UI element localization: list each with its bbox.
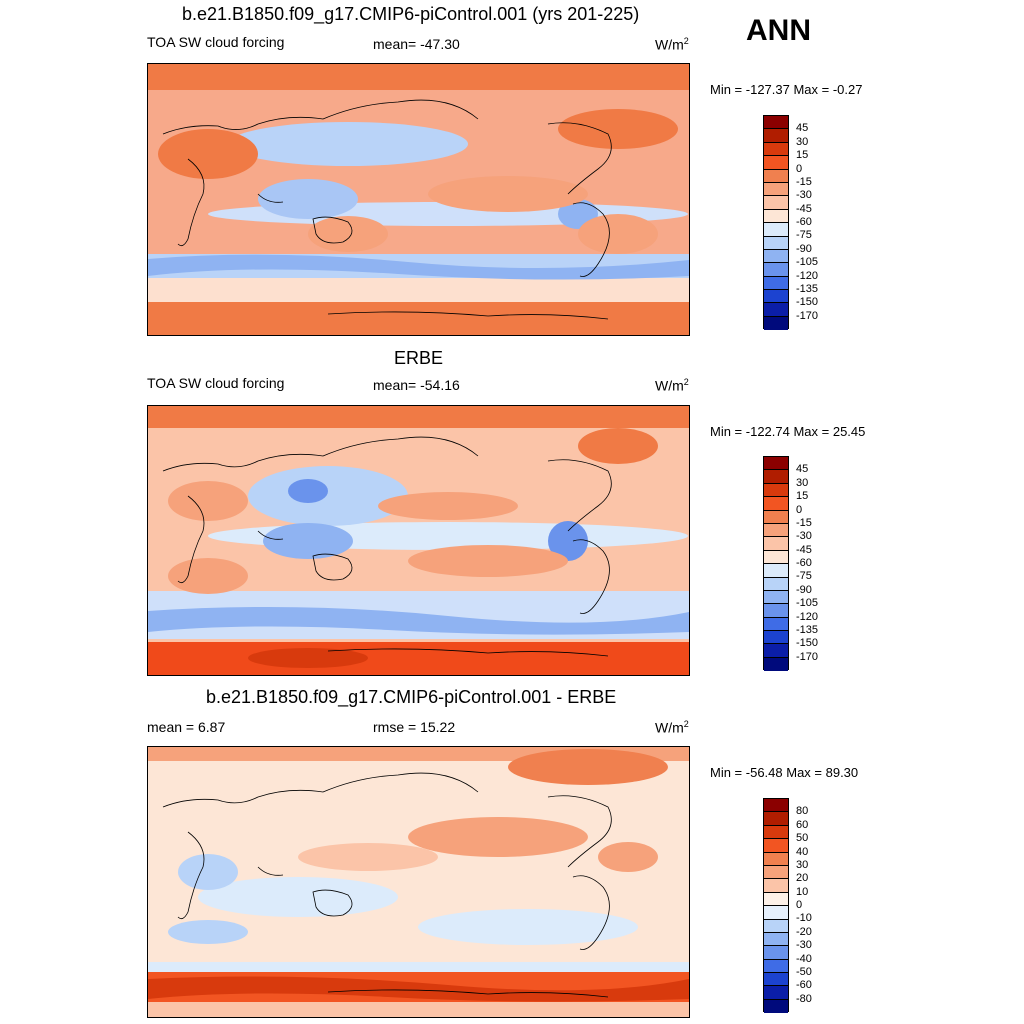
panel2-title: ERBE: [394, 348, 444, 368]
colorbar-tick: -120: [796, 610, 819, 623]
panel3-units: W/m2: [655, 719, 689, 736]
season-label: ANN: [746, 14, 811, 47]
colorbar-tick: -135: [796, 282, 819, 295]
panel1-minmax: Min = -127.37 Max = -0.27: [710, 82, 863, 97]
colorbar-tick: -60: [796, 216, 812, 228]
colorbar-tick: 0: [796, 899, 803, 911]
colorbar-tick: -80: [796, 992, 812, 1005]
colorbar-tick: 15: [796, 490, 809, 503]
colorbar-tick: -105: [796, 256, 819, 269]
colorbar-tick: -60: [796, 557, 812, 569]
colorbar-tick: -170: [796, 650, 819, 663]
panel2-units: W/m2: [655, 377, 689, 394]
colorbar-tick: 80: [796, 805, 809, 818]
colorbar-tick: -150: [796, 637, 819, 650]
colorbar-tick: 40: [796, 845, 809, 858]
panel3-rmse-label: rmse = 15.22: [373, 719, 456, 735]
colorbar-tick: 15: [796, 149, 809, 162]
colorbar-tick: 50: [796, 832, 809, 845]
colorbar-tick: -60: [796, 979, 812, 992]
colorbar-tick: -50: [796, 965, 812, 978]
colorbar-tick: -10: [796, 912, 812, 925]
panel1-colorbar: [763, 115, 789, 331]
colorbar-tick: -30: [796, 530, 812, 543]
colorbar-tick: -75: [796, 229, 812, 242]
colorbar-tick: 30: [796, 135, 809, 148]
panel1-units: W/m2: [655, 36, 689, 53]
panel3-map: [147, 746, 690, 1018]
colorbar-tick: -45: [796, 202, 812, 215]
colorbar-tick: -20: [796, 925, 812, 938]
panel2-mean-label: mean= -54.16: [373, 377, 460, 393]
colorbar-tick: 0: [796, 503, 803, 516]
colorbar-tick: -90: [796, 242, 812, 255]
colorbar-tick: -105: [796, 597, 819, 610]
colorbar-tick: 60: [796, 818, 809, 831]
colorbar-tick: -150: [796, 296, 819, 309]
panel3-colorbar: [763, 798, 789, 1014]
panel2-map: [147, 405, 690, 676]
panel1-mean-label: mean= -47.30: [373, 36, 460, 52]
colorbar-tick: -15: [796, 516, 812, 529]
panel1-title: b.e21.B1850.f09_g17.CMIP6-piControl.001 …: [182, 4, 640, 24]
colorbar-tick: 30: [796, 858, 809, 871]
panel2-variable-label: TOA SW cloud forcing: [147, 375, 285, 391]
colorbar-tick: -90: [796, 583, 812, 596]
colorbar-tick: 45: [796, 463, 809, 476]
colorbar-tick: -75: [796, 570, 812, 583]
panel1-map: [147, 63, 690, 336]
panel2-minmax: Min = -122.74 Max = 25.45: [710, 424, 866, 439]
colorbar-tick: -120: [796, 269, 819, 282]
colorbar-tick: -45: [796, 543, 812, 556]
colorbar-tick: 0: [796, 162, 803, 175]
colorbar-tick: -30: [796, 189, 812, 202]
panel3-mean-label: mean = 6.87: [147, 719, 226, 735]
colorbar-tick: 20: [796, 872, 809, 885]
colorbar-tick: 30: [796, 476, 809, 489]
panel3-minmax: Min = -56.48 Max = 89.30: [710, 765, 859, 780]
panel3-title: b.e21.B1850.f09_g17.CMIP6-piControl.001 …: [206, 687, 617, 707]
colorbar-tick: -170: [796, 309, 819, 322]
panel1-variable-label: TOA SW cloud forcing: [147, 34, 285, 50]
colorbar-tick: 45: [796, 122, 809, 135]
colorbar-tick: -135: [796, 623, 819, 636]
panel2-colorbar: [763, 456, 789, 672]
colorbar-tick: -40: [796, 952, 812, 965]
colorbar-tick: -30: [796, 939, 812, 952]
colorbar-tick: 10: [796, 885, 809, 898]
colorbar-tick: -15: [796, 175, 812, 188]
